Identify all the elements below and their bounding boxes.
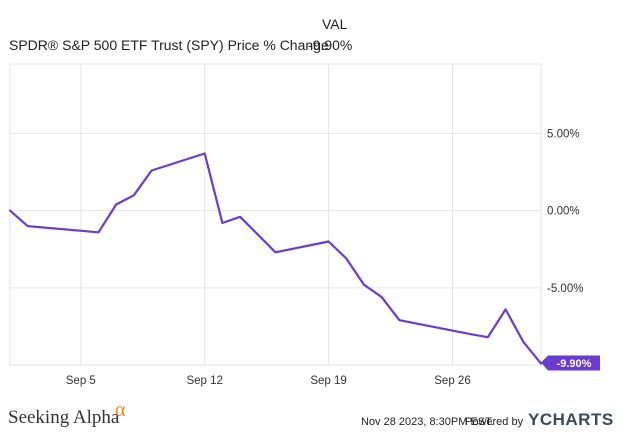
end-value-badge-label: -9.90% [557, 358, 592, 370]
seeking-alpha-logo-text: Seeking Alpha [8, 407, 120, 428]
x-tick-label: Sep 26 [434, 375, 470, 387]
y-tick-label: 5.00% [547, 128, 580, 140]
x-tick-label: Sep 19 [310, 375, 346, 387]
powered-by-label: Powered by [465, 416, 524, 428]
timestamp: Nov 28 2023, 8:30PM EST. [361, 416, 494, 428]
end-value-badge-shape [541, 355, 600, 371]
series-value: -9.90% [308, 37, 352, 53]
series [8, 152, 543, 365]
y-tick-label: -5.00% [547, 283, 583, 295]
x-axis: Sep 5 Sep 12 Sep 19 Sep 26 [66, 375, 471, 387]
series-line [8, 152, 543, 365]
series-label: SPDR® S&P 500 ETF Trust (SPY) Price % Ch… [9, 37, 329, 53]
y-tick-label: 0.00% [547, 206, 580, 218]
x-tick-label: Sep 12 [186, 375, 222, 387]
x-tick-label: Sep 5 [66, 375, 96, 387]
plot-area [9, 63, 542, 366]
ycharts-logo-text: YCHARTS [528, 410, 614, 429]
metric-column-header: VAL [322, 16, 348, 32]
end-value-badge: -9.90% [541, 355, 600, 371]
seeking-alpha-alpha-icon: α [115, 399, 126, 421]
y-axis: 5.00% 0.00% -5.00% [547, 128, 583, 294]
grid [10, 64, 541, 365]
